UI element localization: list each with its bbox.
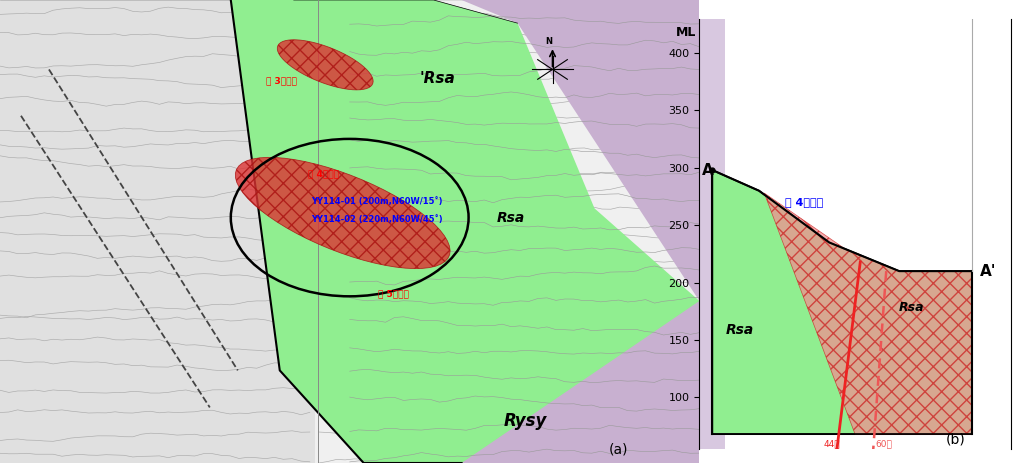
Polygon shape: [0, 0, 314, 463]
Text: A: A: [702, 163, 714, 178]
Text: 제 4광화대: 제 4광화대: [307, 169, 339, 178]
Text: 제 4광화대: 제 4광화대: [785, 196, 823, 206]
Text: 제 3광화대: 제 3광화대: [265, 76, 297, 85]
Text: 60도: 60도: [876, 440, 892, 449]
Polygon shape: [461, 301, 699, 463]
Polygon shape: [314, 0, 699, 463]
Text: Rsa: Rsa: [496, 211, 525, 225]
Text: Rsa: Rsa: [725, 323, 753, 337]
Text: YY114-02 (220m,N60W/45˚): YY114-02 (220m,N60W/45˚): [311, 215, 443, 224]
Text: Rsa: Rsa: [900, 301, 925, 314]
Text: 제 5광화대: 제 5광화대: [378, 289, 408, 298]
Polygon shape: [765, 193, 972, 434]
Polygon shape: [278, 40, 373, 90]
Polygon shape: [699, 19, 725, 449]
Text: 'Rsa: 'Rsa: [420, 71, 455, 86]
Polygon shape: [461, 0, 699, 301]
Text: ML: ML: [676, 26, 696, 39]
Polygon shape: [231, 0, 699, 463]
Text: (b): (b): [945, 432, 966, 446]
Text: 44도: 44도: [824, 440, 840, 449]
Text: N: N: [545, 37, 552, 46]
Text: YY114-01 (200m,N60W/15˚): YY114-01 (200m,N60W/15˚): [311, 197, 443, 206]
Text: A': A': [979, 263, 996, 279]
Text: (a): (a): [609, 443, 628, 457]
Text: Rysy: Rysy: [503, 412, 547, 430]
Polygon shape: [236, 157, 450, 269]
Polygon shape: [713, 170, 972, 434]
